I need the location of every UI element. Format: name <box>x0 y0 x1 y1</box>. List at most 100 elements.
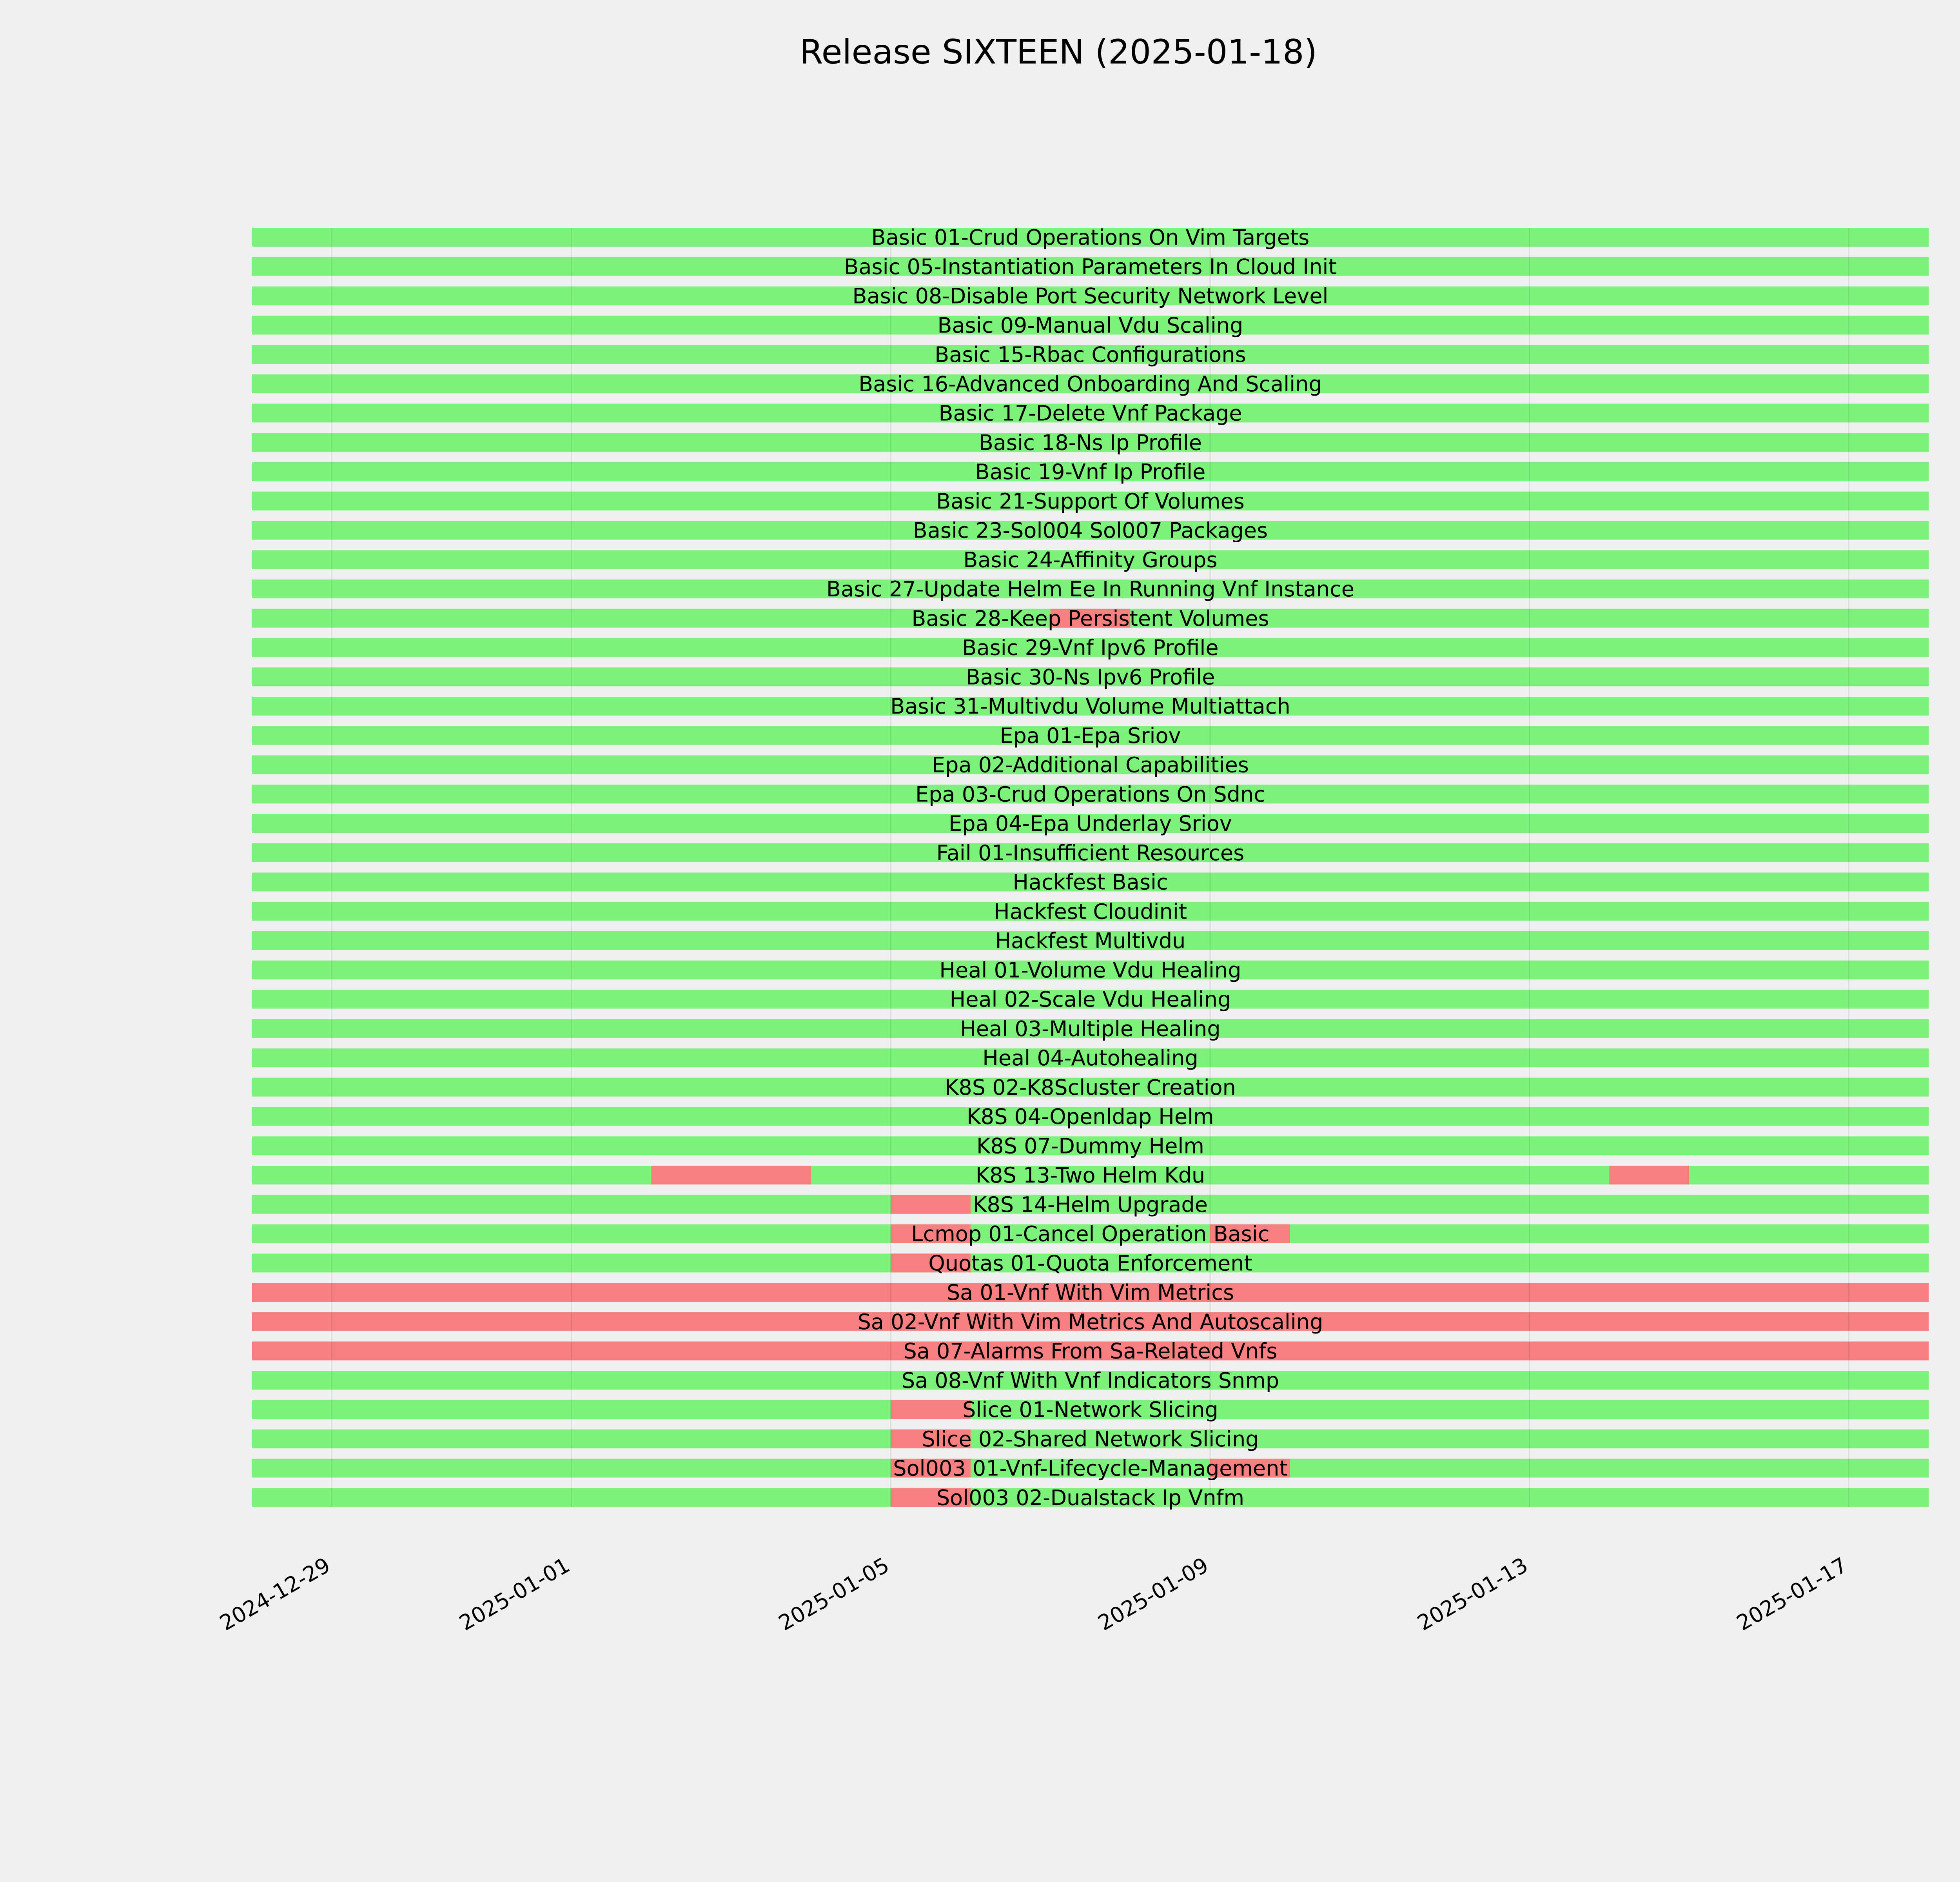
row-label: Hackfest Cloudinit <box>994 899 1187 924</box>
row-label: Epa 03-Crud Operations On Sdnc <box>915 782 1265 807</box>
row-label: Sa 02-Vnf With Vim Metrics And Autoscali… <box>858 1310 1323 1334</box>
timeline-bar <box>252 257 1929 276</box>
x-axis: 2024-12-29 2025-01-01 2025-01-05 2025-01-09… <box>216 1553 1851 1635</box>
failure-segment <box>891 1488 971 1507</box>
x-tick-label: 2025-01-13 <box>1413 1553 1532 1635</box>
timeline-bar <box>252 1253 1929 1273</box>
row-label: Epa 01-Epa Sriov <box>1000 723 1181 748</box>
labels-layer: Basic 01-Crud Operations On Vim Targets B… <box>826 225 1354 1510</box>
timeline-bar <box>252 403 1929 423</box>
timeline-bar <box>252 1136 1929 1155</box>
row-label: Basic 09-Manual Vdu Scaling <box>938 313 1243 338</box>
timeline-bar <box>252 902 1929 921</box>
timeline-bar <box>252 579 1929 598</box>
timeline-bar <box>252 638 1929 657</box>
row-label: Basic 18-Ns Ip Profile <box>979 430 1202 455</box>
timeline-bar <box>252 990 1929 1009</box>
timeline-bar <box>252 316 1929 335</box>
row-label: Basic 17-Delete Vnf Package <box>938 401 1242 426</box>
failure-segment <box>252 1341 1929 1361</box>
row-label: Heal 04-Autohealing <box>982 1046 1198 1070</box>
row-label: Basic 30-Ns Ipv6 Profile <box>966 665 1215 689</box>
x-tick-label: 2025-01-05 <box>775 1553 893 1635</box>
row-label: Sol003 02-Dualstack Ip Vnfm <box>936 1485 1244 1510</box>
row-label: Basic 27-Update Helm Ee In Running Vnf I… <box>826 577 1354 601</box>
timeline-bar <box>252 785 1929 804</box>
timeline-bar <box>252 1429 1929 1448</box>
timeline-bar <box>252 1107 1929 1126</box>
row-label: K8S 14-Helm Upgrade <box>973 1192 1208 1217</box>
row-label: Basic 28-Keep Persistent Volumes <box>911 606 1269 631</box>
row-label: Basic 19-Vnf Ip Profile <box>975 460 1206 484</box>
row-label: Epa 04-Epa Underlay Sriov <box>949 811 1232 836</box>
row-label: Hackfest Basic <box>1013 870 1168 895</box>
failure-segment <box>651 1166 811 1184</box>
failure-segment <box>1210 1459 1290 1478</box>
timeline-bar <box>252 726 1929 745</box>
timeline-bar <box>252 1371 1929 1390</box>
failure-segment <box>1609 1166 1689 1184</box>
timeline-bar <box>252 1224 1929 1243</box>
row-label: Sol003 01-Vnf-Lifecycle-Management <box>893 1456 1287 1481</box>
row-label: Basic 08-Disable Port Security Network L… <box>852 284 1328 309</box>
failure-segment <box>891 1253 971 1273</box>
failure-segment <box>891 1400 971 1419</box>
failure-segment <box>252 1283 1929 1302</box>
row-label: K8S 13-Two Helm Kdu <box>976 1163 1205 1188</box>
row-label: Slice 01-Network Slicing <box>962 1397 1218 1422</box>
timeline-bar <box>252 814 1929 833</box>
grid-layer <box>331 228 1849 1507</box>
timeline-bar <box>252 872 1929 892</box>
timeline-bar <box>252 1019 1929 1038</box>
row-label: Sa 07-Alarms From Sa-Related Vnfs <box>903 1339 1277 1364</box>
timeline-bar <box>252 755 1929 774</box>
x-tick-label: 2025-01-01 <box>455 1553 574 1635</box>
timeline-bar <box>252 1459 1929 1478</box>
timeline-bar <box>252 550 1929 569</box>
timeline-bar <box>252 286 1929 305</box>
timeline-bar <box>252 521 1929 540</box>
timeline-bar <box>252 1488 1929 1507</box>
row-label: Sa 01-Vnf With Vim Metrics <box>947 1280 1234 1305</box>
timeline-bar <box>252 1048 1929 1067</box>
timeline-bar <box>252 697 1929 716</box>
row-label: Heal 03-Multiple Healing <box>960 1016 1220 1041</box>
row-label: Basic 24-Affinity Groups <box>963 547 1217 572</box>
bars-layer <box>252 228 1929 1507</box>
row-label: Basic 29-Vnf Ipv6 Profile <box>962 636 1218 660</box>
timeline-bar <box>252 491 1929 510</box>
timeline-bar <box>252 433 1929 452</box>
timeline-bar <box>252 345 1929 364</box>
row-label: Heal 02-Scale Vdu Healing <box>950 987 1231 1012</box>
timeline-bar <box>252 960 1929 979</box>
failure-segment <box>252 1312 1929 1331</box>
timeline-bar <box>252 462 1929 481</box>
row-label: Basic 31-Multivdu Volume Multiattach <box>890 694 1290 719</box>
row-label: Hackfest Multivdu <box>995 928 1186 953</box>
failure-segment <box>891 1195 971 1214</box>
timeline-bar <box>252 1077 1929 1097</box>
row-label: K8S 02-K8Scluster Creation <box>945 1075 1236 1100</box>
x-tick-label: 2025-01-17 <box>1733 1553 1851 1635</box>
row-label: Basic 23-Sol004 Sol007 Packages <box>913 518 1268 543</box>
row-label: K8S 04-Openldap Helm <box>967 1104 1214 1129</box>
row-label: Basic 21-Support Of Volumes <box>936 489 1245 514</box>
timeline-bar <box>252 228 1929 247</box>
timeline-bar <box>252 374 1929 393</box>
row-label: Basic 05-Instantiation Parameters In Clo… <box>844 254 1336 279</box>
timeline-bar <box>252 1195 1929 1214</box>
row-label: Epa 02-Additional Capabilities <box>932 753 1249 778</box>
row-label: Heal 01-Volume Vdu Healing <box>939 958 1241 983</box>
failure-segment <box>1210 1224 1290 1243</box>
x-tick-label: 2025-01-09 <box>1094 1553 1212 1635</box>
failure-segment <box>891 1429 971 1448</box>
failure-segment <box>1050 609 1131 628</box>
row-label: Lcmop 01-Cancel Operation Basic <box>911 1222 1269 1246</box>
row-label: Basic 01-Crud Operations On Vim Targets <box>871 225 1310 250</box>
row-label: Basic 16-Advanced Onboarding And Scaling <box>858 372 1322 396</box>
timeline-bar <box>252 931 1929 950</box>
timeline-bar <box>252 843 1929 862</box>
row-label: K8S 07-Dummy Helm <box>976 1134 1204 1158</box>
chart-title: Release SIXTEEN (2025-01-18) <box>800 33 1318 72</box>
